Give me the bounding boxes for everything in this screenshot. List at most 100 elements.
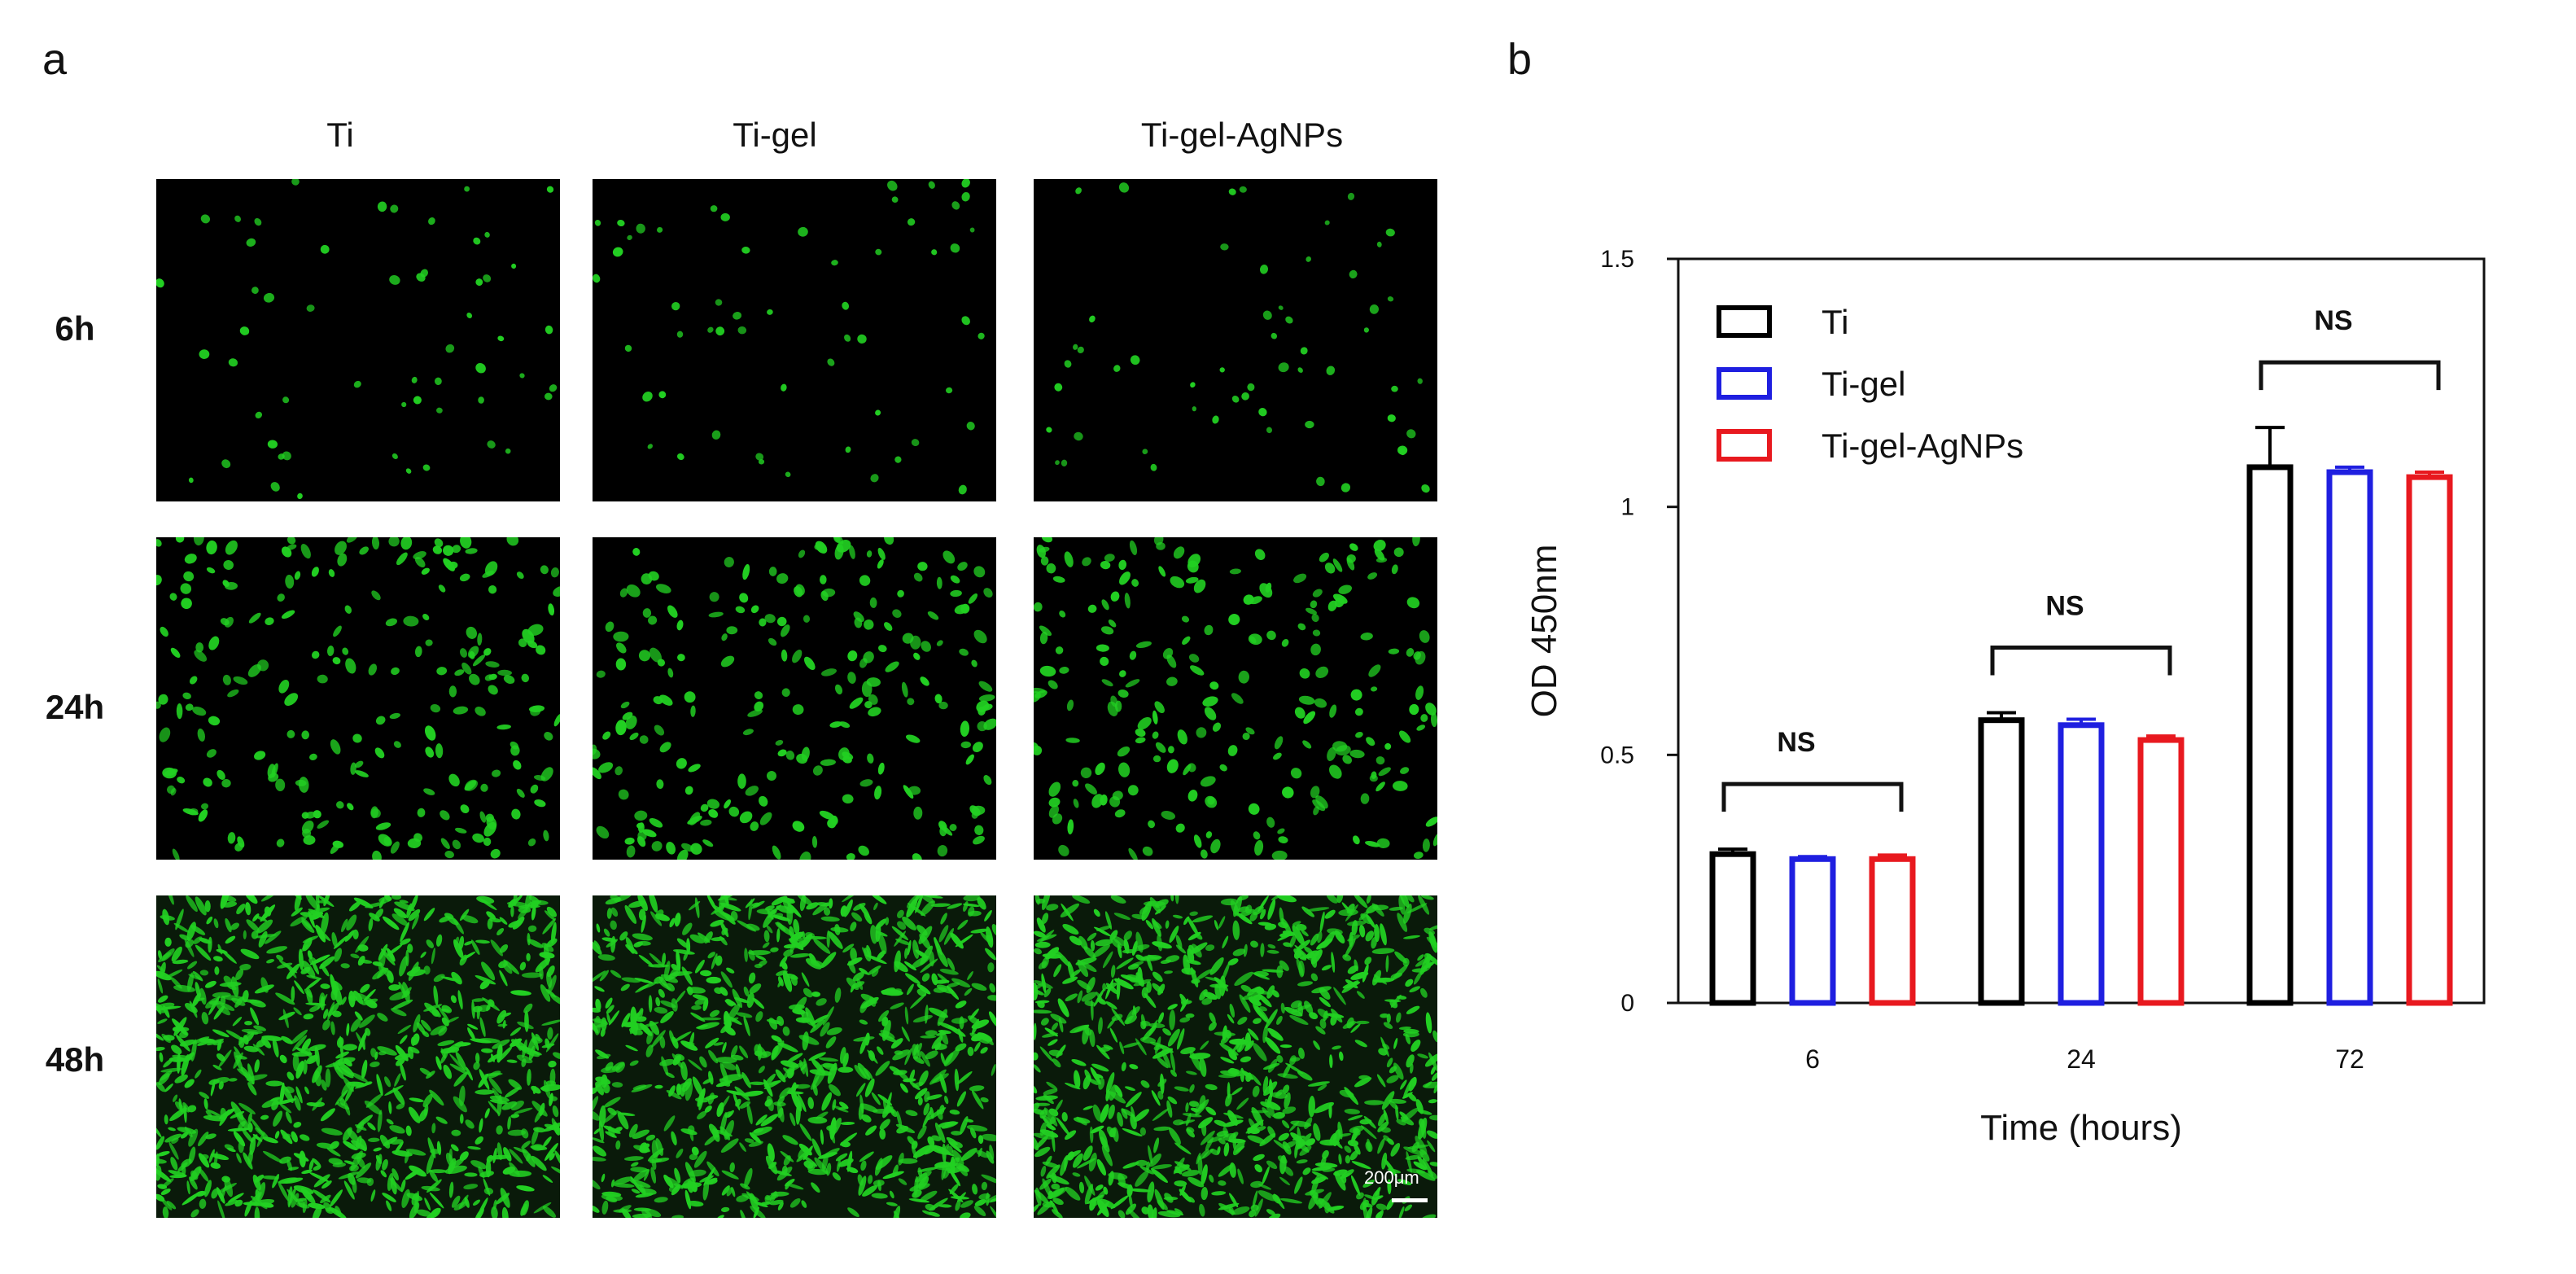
cell-mark bbox=[863, 651, 874, 663]
cell-mark bbox=[1254, 1005, 1270, 1023]
cell-mark bbox=[764, 905, 775, 911]
cell-mark bbox=[480, 783, 488, 792]
cell-mark bbox=[234, 215, 242, 222]
cell-mark bbox=[313, 1174, 330, 1188]
cell-mark bbox=[740, 1183, 750, 1190]
cell-mark bbox=[189, 1176, 198, 1190]
cell-mark bbox=[1253, 1043, 1267, 1062]
cell-mark bbox=[875, 409, 881, 416]
cell-mark bbox=[255, 1127, 269, 1138]
cell-mark bbox=[911, 1145, 918, 1160]
cell-mark bbox=[676, 758, 687, 769]
cell-mark bbox=[1319, 1139, 1340, 1146]
cell-mark bbox=[322, 1019, 330, 1031]
cell-mark bbox=[926, 1094, 942, 1100]
cell-mark bbox=[475, 706, 486, 716]
cell-mark bbox=[400, 922, 410, 942]
cell-mark bbox=[628, 1123, 638, 1138]
cell-mark bbox=[1425, 1012, 1432, 1034]
cell-mark bbox=[382, 1158, 388, 1171]
cell-mark bbox=[184, 554, 197, 564]
cell-mark bbox=[989, 1145, 995, 1160]
cell-mark bbox=[317, 820, 330, 829]
cell-mark bbox=[1425, 816, 1437, 827]
cell-mark bbox=[527, 1035, 536, 1055]
cell-mark bbox=[424, 1197, 431, 1211]
cell-mark bbox=[1155, 899, 1169, 908]
cell-mark bbox=[709, 1009, 720, 1018]
cell-mark bbox=[516, 788, 525, 798]
cell-mark bbox=[1417, 378, 1423, 384]
cell-mark bbox=[321, 912, 329, 935]
cell-mark bbox=[222, 901, 238, 908]
cell-mark bbox=[914, 1088, 928, 1100]
cell-mark bbox=[763, 1073, 776, 1088]
cell-mark bbox=[927, 1107, 947, 1121]
cell-mark bbox=[460, 537, 472, 549]
cell-mark bbox=[330, 1021, 335, 1035]
cell-mark bbox=[897, 921, 907, 930]
cell-mark bbox=[605, 1131, 617, 1138]
cell-mark bbox=[182, 1101, 190, 1113]
cell-mark bbox=[1297, 623, 1306, 631]
cell-mark bbox=[1296, 958, 1304, 977]
cell-mark bbox=[986, 1193, 996, 1203]
cell-mark bbox=[662, 952, 667, 965]
cell-mark bbox=[638, 650, 651, 662]
cell-mark bbox=[1192, 406, 1197, 412]
cell-mark bbox=[1218, 1074, 1236, 1079]
cell-mark bbox=[1109, 930, 1118, 941]
cell-mark bbox=[216, 1187, 225, 1204]
cell-mark bbox=[354, 1011, 363, 1021]
cell-mark bbox=[267, 440, 278, 449]
cell-mark bbox=[386, 1119, 394, 1125]
cell-mark bbox=[811, 836, 818, 848]
cell-mark bbox=[329, 1206, 347, 1218]
cell-mark bbox=[1195, 933, 1203, 940]
cell-mark bbox=[1144, 993, 1157, 1009]
cell-mark bbox=[425, 725, 436, 741]
cell-mark bbox=[295, 1086, 303, 1104]
cell-mark bbox=[340, 963, 350, 969]
cell-mark bbox=[1046, 904, 1059, 911]
cell-mark bbox=[1152, 731, 1159, 739]
cell-mark bbox=[983, 588, 993, 598]
cell-mark bbox=[711, 953, 718, 970]
cell-mark bbox=[737, 773, 746, 790]
cell-mark bbox=[1371, 686, 1378, 692]
cell-mark bbox=[445, 1041, 464, 1054]
cell-mark bbox=[1040, 1165, 1047, 1177]
cell-mark bbox=[1375, 1203, 1387, 1211]
cell-mark bbox=[635, 1193, 654, 1198]
cell-mark bbox=[649, 1020, 660, 1035]
cell-mark bbox=[1159, 1044, 1174, 1053]
cell-mark bbox=[1231, 1087, 1243, 1096]
cell-mark bbox=[960, 741, 971, 749]
cell-mark bbox=[448, 685, 457, 698]
cell-mark bbox=[156, 575, 162, 586]
cell-mark bbox=[1344, 938, 1356, 958]
cell-mark bbox=[548, 1060, 557, 1068]
cell-mark bbox=[305, 895, 319, 910]
cell-mark bbox=[739, 1101, 751, 1109]
cell-mark bbox=[1043, 1088, 1058, 1095]
cell-mark bbox=[544, 910, 556, 921]
cell-mark bbox=[1043, 1094, 1054, 1105]
cell-mark bbox=[394, 1141, 404, 1154]
cell-mark bbox=[720, 1206, 730, 1212]
cell-mark bbox=[361, 998, 378, 1005]
cell-mark bbox=[507, 1116, 511, 1130]
cell-mark bbox=[331, 932, 338, 948]
cell-mark bbox=[1089, 1079, 1099, 1085]
cell-mark bbox=[527, 1069, 531, 1086]
cell-mark bbox=[1214, 1119, 1227, 1127]
cell-mark bbox=[490, 848, 501, 859]
cell-mark bbox=[483, 274, 492, 282]
cell-mark bbox=[977, 1147, 982, 1158]
cell-mark bbox=[221, 1175, 231, 1183]
cell-mark bbox=[1371, 948, 1395, 955]
cell-mark bbox=[1104, 554, 1115, 562]
cell-mark bbox=[697, 1110, 707, 1120]
cell-mark bbox=[916, 983, 931, 995]
cell-mark bbox=[1281, 917, 1292, 934]
